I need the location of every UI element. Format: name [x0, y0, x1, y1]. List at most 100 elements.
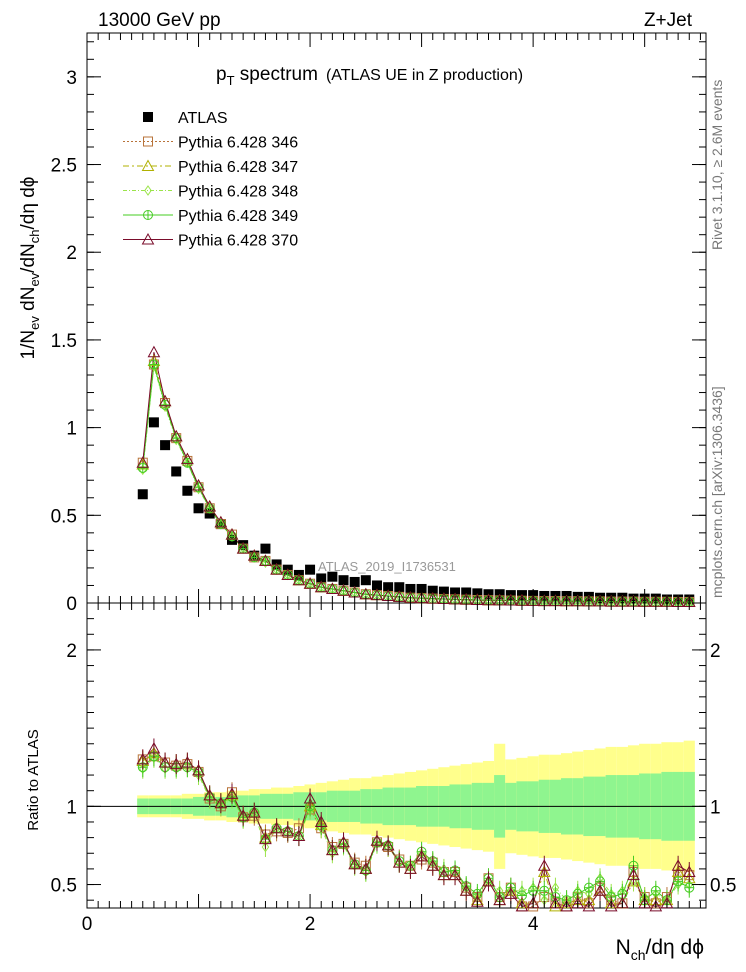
chart-title: pT spectrum (ATLAS UE in Z production) — [216, 64, 523, 88]
main-point — [450, 587, 461, 598]
ratio-point — [673, 876, 684, 887]
main-point — [360, 575, 371, 586]
main-point — [303, 577, 317, 589]
main-point — [136, 456, 150, 468]
legend-label: Pythia 6.428 349 — [178, 208, 298, 225]
ratio-point — [404, 862, 417, 874]
main-point — [349, 576, 360, 587]
ratio-point — [337, 835, 350, 848]
main-point — [314, 580, 328, 593]
main-point — [260, 543, 271, 554]
ratio-point — [582, 899, 596, 912]
ratio-point — [359, 862, 373, 874]
main-point — [148, 359, 159, 370]
main-point — [247, 549, 261, 561]
ratio-xtick-label: 0 — [82, 914, 93, 935]
main-point — [292, 573, 306, 586]
main-point — [236, 542, 250, 554]
ratio-panel — [86, 602, 707, 909]
ratio-point — [539, 885, 550, 896]
ratio-ylabel: Ratio to ATLAS — [25, 729, 42, 830]
ratio-point — [225, 787, 239, 799]
main-point — [316, 573, 327, 584]
main-point — [438, 586, 449, 597]
main-point — [427, 585, 438, 596]
ratio-point — [684, 882, 695, 893]
main-ytick-label: 2 — [66, 243, 77, 264]
main-ylabel: 1/Nev dNev/dNch/dη dϕ — [18, 177, 42, 360]
ratio-point — [303, 791, 317, 804]
main-point — [416, 583, 427, 594]
ratio-point — [482, 874, 495, 887]
main-ytick-label: 1.5 — [51, 331, 77, 352]
ratio-point — [370, 834, 384, 846]
main-point — [147, 345, 161, 358]
ratio-point — [537, 859, 551, 871]
ratio-point — [448, 868, 462, 881]
ratio-point — [627, 868, 640, 881]
main-point — [326, 582, 339, 594]
legend-marker — [141, 159, 155, 171]
xlabel: Nch/dη dϕ — [616, 936, 704, 963]
legend-label: ATLAS — [178, 110, 228, 127]
main-point — [405, 583, 416, 594]
side-label-bottom: mcplots.cern.ch [arXiv:1306.3436] — [709, 386, 725, 598]
main-ytick-label: 0 — [66, 594, 77, 615]
legend: ATLAS Pythia 6.428 346 Pythia 6.428 347 Pyt… — [123, 110, 298, 250]
ratio-point — [459, 884, 473, 896]
ratio-ytick-label: 2 — [66, 641, 77, 662]
main-point — [327, 571, 338, 582]
ratio-point — [348, 857, 362, 870]
legend-label: Pythia 6.428 370 — [178, 233, 298, 250]
ratio-point — [504, 887, 518, 899]
ratio-point — [314, 815, 328, 827]
legend-label: Pythia 6.428 347 — [178, 159, 298, 176]
main-point — [182, 485, 193, 496]
ratio-point — [537, 865, 551, 878]
ratio-point — [158, 756, 172, 768]
ratio-point — [549, 899, 562, 912]
main-point — [160, 440, 171, 451]
main-point — [214, 515, 228, 528]
ratio-point — [583, 882, 594, 893]
ratio-point — [270, 821, 283, 834]
ratio-point — [292, 829, 306, 842]
ratio-point — [593, 884, 607, 896]
legend-marker — [143, 112, 153, 122]
ratio-xtick-label: 4 — [528, 914, 539, 935]
ratio-point — [236, 809, 250, 821]
main-point — [148, 417, 159, 428]
ratio-point — [326, 843, 339, 856]
ratio-ytick-label-right: 1 — [710, 797, 721, 818]
main-point — [281, 568, 295, 580]
legend-label: Pythia 6.428 346 — [178, 135, 298, 152]
main-point — [383, 582, 394, 593]
main-ytick-label: 3 — [66, 68, 77, 89]
main-point — [337, 584, 350, 596]
watermark: ATLAS_2019_I1736531 — [318, 559, 456, 574]
ratio-point — [515, 899, 529, 912]
main-point — [181, 452, 194, 465]
legend-marker — [141, 232, 155, 245]
ratio-point — [649, 899, 663, 912]
ratio-point — [136, 752, 150, 765]
title-sub: T — [227, 73, 235, 88]
main-point — [305, 564, 316, 575]
main-point — [169, 429, 183, 442]
uncertainty-bands — [87, 740, 706, 873]
main-point — [338, 575, 349, 586]
ratio-ytick-label: 1 — [66, 797, 77, 818]
ratio-ytick-label-right: 0.5 — [710, 876, 736, 897]
main-point — [472, 588, 483, 599]
main-ytick-label: 0.5 — [51, 506, 77, 527]
main-point — [192, 478, 205, 491]
main-point — [158, 394, 172, 407]
ratio-ytick-label: 0.5 — [51, 876, 77, 897]
legend-marker — [144, 185, 152, 196]
main-ytick-label: 1 — [66, 419, 77, 440]
main-point — [137, 462, 148, 473]
ratio-point — [247, 806, 261, 818]
ratio-point — [214, 796, 228, 809]
ratio-point — [682, 865, 696, 878]
